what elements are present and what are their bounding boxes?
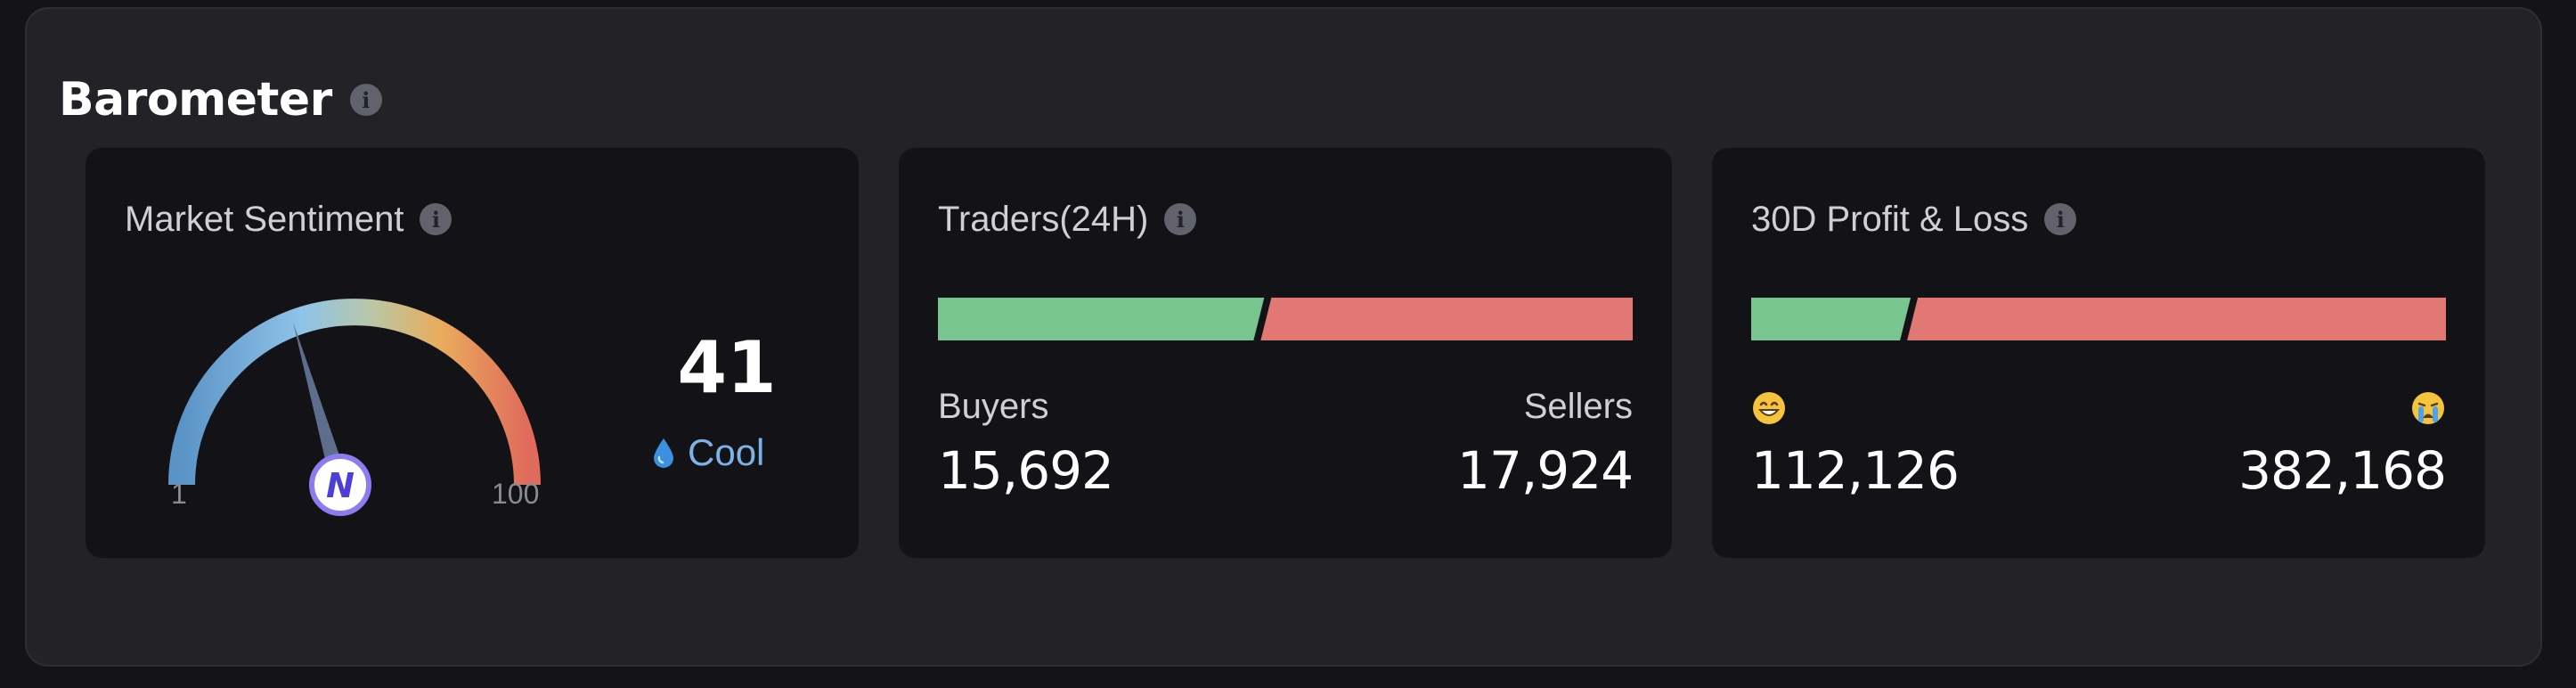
card-header: 30D Profit & Loss i bbox=[1751, 198, 2077, 241]
sellers-label: Sellers bbox=[1523, 387, 1633, 426]
sentiment-status: Cool bbox=[652, 431, 764, 474]
traders-card: Traders(24H) i Buyers Sellers 15,692 17,… bbox=[899, 148, 1672, 558]
card-title: Traders(24H) bbox=[938, 199, 1149, 239]
info-icon[interactable]: i bbox=[349, 84, 382, 116]
info-icon[interactable]: i bbox=[420, 203, 452, 235]
card-header: Market Sentiment i bbox=[125, 198, 452, 241]
info-icon[interactable]: i bbox=[2044, 203, 2077, 235]
card-header: Traders(24H) i bbox=[938, 198, 1197, 241]
market-sentiment-card: Market Sentiment i N 1 100 41 Cool bbox=[86, 148, 859, 558]
barometer-header: Barometer i bbox=[59, 68, 382, 132]
grinning-face-icon bbox=[1753, 392, 1785, 424]
sentiment-label: Cool bbox=[688, 431, 765, 473]
buyers-value: 15,692 bbox=[938, 440, 1114, 501]
gauge-needle bbox=[293, 322, 349, 487]
sellers-bar bbox=[1260, 298, 1633, 340]
traders-split-bar bbox=[938, 298, 1633, 340]
droplet-icon bbox=[654, 438, 673, 468]
profit-bar bbox=[1751, 298, 1912, 340]
buyers-bar bbox=[938, 298, 1265, 340]
sentiment-gauge: N bbox=[168, 299, 541, 516]
profit-value: 112,126 bbox=[1751, 440, 1960, 501]
gauge-min-label: 1 bbox=[171, 478, 187, 510]
card-title: Market Sentiment bbox=[125, 199, 404, 239]
crying-face-icon bbox=[2412, 392, 2444, 424]
profit-loss-card: 30D Profit & Loss i 112,126 382,168 bbox=[1712, 148, 2485, 558]
gauge-arc bbox=[168, 299, 541, 486]
sellers-value: 17,924 bbox=[1457, 440, 1634, 501]
card-title: 30D Profit & Loss bbox=[1751, 199, 2029, 239]
buyers-label: Buyers bbox=[938, 387, 1049, 426]
loss-bar bbox=[1907, 298, 2446, 340]
gauge-logo-icon: N bbox=[326, 466, 355, 505]
loss-value: 382,168 bbox=[2238, 440, 2447, 501]
profit-loss-split-bar bbox=[1751, 298, 2446, 340]
info-icon[interactable]: i bbox=[1164, 203, 1197, 235]
gauge-max-label: 100 bbox=[492, 478, 540, 510]
page-title: Barometer bbox=[59, 73, 332, 127]
sentiment-value: 41 bbox=[677, 326, 777, 409]
